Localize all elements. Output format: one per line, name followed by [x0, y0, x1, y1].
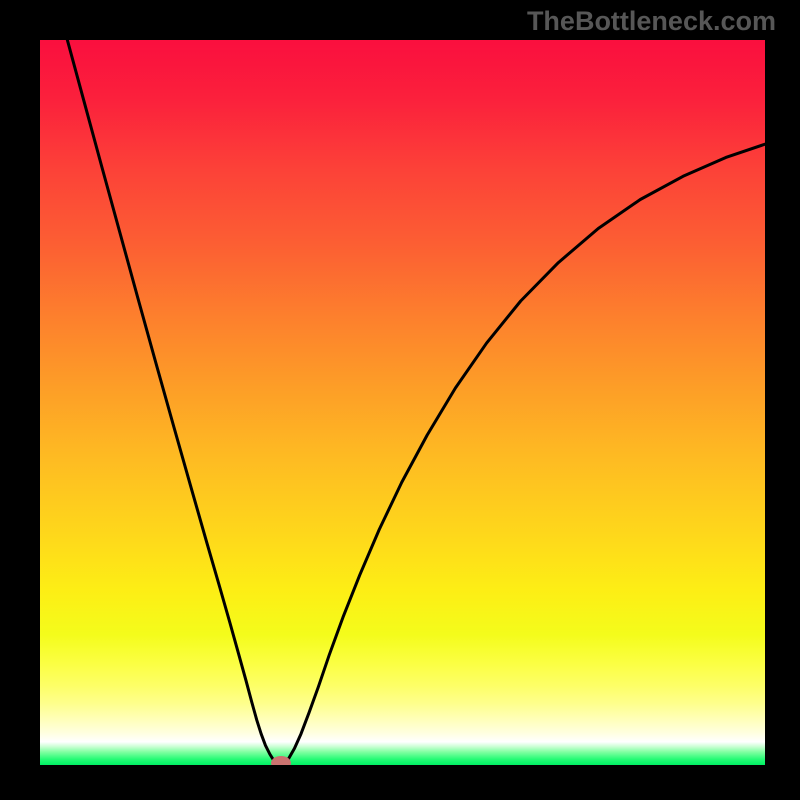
chart-svg	[40, 40, 765, 765]
optimum-marker	[271, 756, 291, 765]
plot-area	[40, 40, 765, 765]
figure-canvas: TheBottleneck.com	[0, 0, 800, 800]
gradient-background	[40, 40, 765, 765]
watermark-text: TheBottleneck.com	[527, 6, 776, 37]
